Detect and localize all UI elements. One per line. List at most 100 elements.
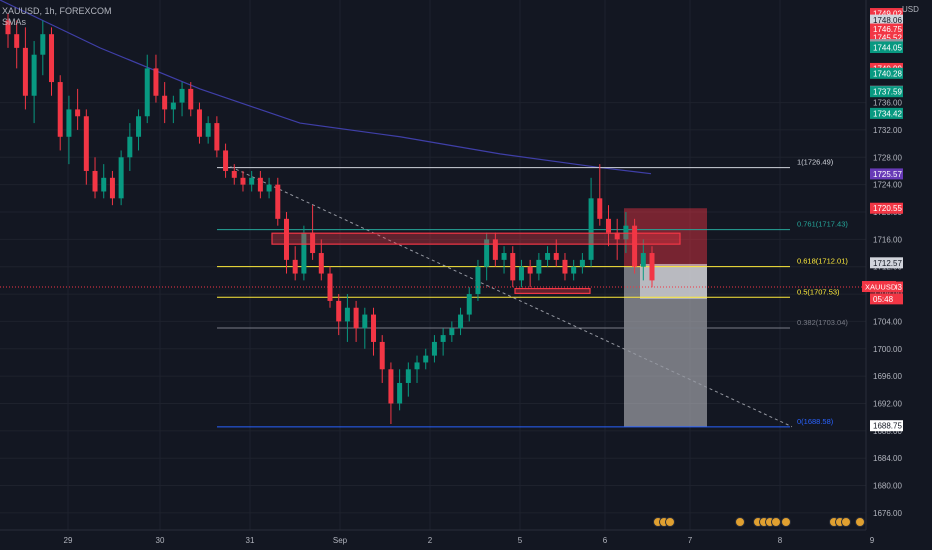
fib-level-label: 0.618(1712.01): [797, 257, 848, 266]
candle-body: [336, 300, 342, 322]
economic-event-icon: [781, 517, 791, 527]
candle-body: [571, 266, 577, 274]
symbol-tag: XAUUSD: [865, 283, 897, 292]
time-tick-label: 9: [870, 536, 875, 545]
price-tick-label: 1692.00: [873, 399, 902, 408]
price-label-box: [870, 42, 903, 54]
candle-body: [518, 266, 524, 281]
candle-body: [484, 239, 490, 267]
candle-body: [397, 382, 403, 404]
fib-level-label: 0.5(1707.53): [797, 287, 840, 296]
candle-body: [49, 34, 55, 83]
price-label-text: 1746.75: [873, 25, 902, 34]
price-label-box: [870, 293, 903, 305]
candle-body: [588, 198, 594, 260]
candle-body: [83, 116, 89, 171]
candle-body: [527, 266, 533, 274]
candle-body: [14, 34, 20, 48]
economic-event-icon: [771, 517, 781, 527]
price-tick-label: 1684.00: [873, 454, 902, 463]
candle-body: [153, 68, 159, 96]
candle-body: [179, 88, 185, 103]
supply-zone: [271, 232, 681, 245]
time-tick-label: 6: [603, 536, 608, 545]
price-label-text: 1740.28: [873, 69, 902, 78]
candle-body: [501, 253, 507, 260]
candle-body: [31, 54, 37, 96]
candle-body: [536, 259, 542, 274]
candle-body: [188, 88, 194, 110]
candle-body: [449, 328, 455, 336]
candle-body: [240, 177, 246, 185]
time-tick-label: 30: [156, 536, 165, 545]
candle-body: [414, 362, 420, 370]
candle-body: [101, 177, 107, 192]
candle-body: [597, 198, 603, 219]
candle-body: [109, 177, 115, 199]
candle-body: [649, 253, 655, 281]
candle-body: [214, 123, 220, 151]
sma-line: [0, 0, 652, 175]
candle-body: [466, 294, 472, 315]
price-label-text: 1688.75: [873, 422, 902, 431]
time-tick-label: 2: [428, 536, 433, 545]
candle-body: [66, 109, 72, 137]
candle-body: [344, 307, 350, 322]
price-label-box: [870, 107, 903, 119]
candle-body: [640, 253, 646, 267]
candle-body: [623, 225, 629, 240]
fib-level-label: 0.382(1703.04): [797, 318, 848, 327]
symbol-tag-box: [862, 281, 896, 293]
candle-body: [318, 253, 324, 274]
candle-body: [162, 95, 168, 110]
candle-body: [475, 266, 481, 295]
price-tick-label: 1724.00: [873, 181, 902, 190]
currency-label: USD: [902, 5, 919, 14]
candle-body: [92, 170, 98, 192]
candle-body: [205, 123, 211, 137]
candle-body: [5, 20, 11, 35]
time-tick-label: 8: [778, 536, 783, 545]
supply-zone: [514, 287, 591, 294]
candle-body: [579, 259, 585, 267]
economic-event-icon: [735, 517, 745, 527]
trend-line: [224, 163, 793, 428]
price-axis: [866, 0, 932, 550]
candle-body: [223, 150, 229, 171]
price-label-text: 1734.42: [873, 109, 902, 118]
candle-body: [310, 232, 316, 254]
candle-body: [275, 184, 281, 219]
candle-body: [136, 116, 142, 137]
candle-body: [257, 177, 263, 192]
price-label-box: [870, 257, 903, 269]
candle-body: [388, 369, 394, 404]
fib-level-label: 0(1688.58): [797, 417, 834, 426]
candle-body: [249, 177, 255, 185]
candle-body: [362, 314, 368, 329]
candle-body: [632, 225, 638, 267]
price-tick-label: 1716.00: [873, 235, 902, 244]
price-label-box: [870, 23, 903, 35]
price-tick-label: 1736.00: [873, 99, 902, 108]
candle-body: [266, 184, 272, 192]
price-label-box: [870, 202, 903, 214]
candle-body: [379, 341, 385, 370]
time-tick-label: 7: [688, 536, 693, 545]
price-tick-label: 1732.00: [873, 126, 902, 135]
candle-body: [492, 239, 498, 260]
candle-body: [440, 335, 446, 342]
candle-body: [57, 82, 63, 137]
stop-loss-zone: [624, 208, 707, 267]
price-label-text: 05:48: [873, 295, 894, 304]
candle-body: [553, 253, 559, 260]
candle-body: [614, 232, 620, 240]
candle-body: [545, 253, 551, 260]
price-label-text: 1725.57: [873, 170, 902, 179]
price-label-box: [870, 14, 903, 26]
price-label-text: 1720.55: [873, 204, 902, 213]
candle-body: [75, 109, 81, 117]
candle-body: [283, 218, 289, 260]
symbol-title: XAUUSD, 1h, FOREXCOM: [2, 6, 112, 16]
candle-body: [605, 218, 611, 233]
